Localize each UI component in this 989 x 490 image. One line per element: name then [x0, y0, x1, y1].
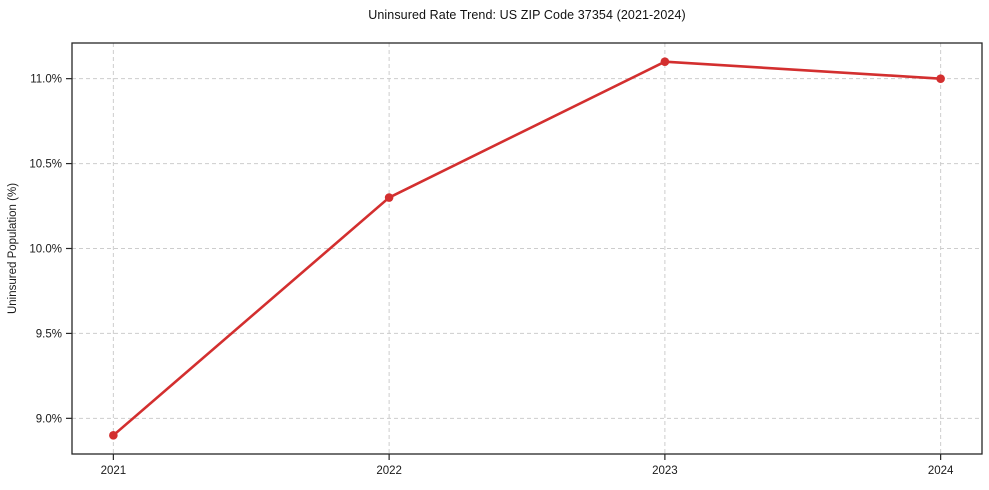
y-tick-label: 9.5% — [36, 328, 62, 340]
x-tick-label: 2024 — [928, 465, 954, 477]
x-tick-label: 2023 — [652, 465, 678, 477]
y-tick-label: 10.5% — [29, 159, 62, 171]
y-tick-label: 9.0% — [36, 413, 62, 425]
x-tick-label: 2021 — [101, 465, 127, 477]
chart-title: Uninsured Rate Trend: US ZIP Code 37354 … — [368, 8, 686, 22]
x-tick-label: 2022 — [376, 465, 402, 477]
data-point-2023 — [660, 57, 670, 66]
y-axis-label: Uninsured Population (%) — [7, 183, 19, 314]
data-point-2021 — [109, 431, 118, 440]
trend-line — [112, 60, 942, 437]
data-point-2022 — [384, 193, 394, 202]
data-point-2024 — [936, 74, 945, 83]
y-tick-label: 11.0% — [30, 74, 62, 86]
y-tick-label: 10.0% — [29, 244, 62, 256]
